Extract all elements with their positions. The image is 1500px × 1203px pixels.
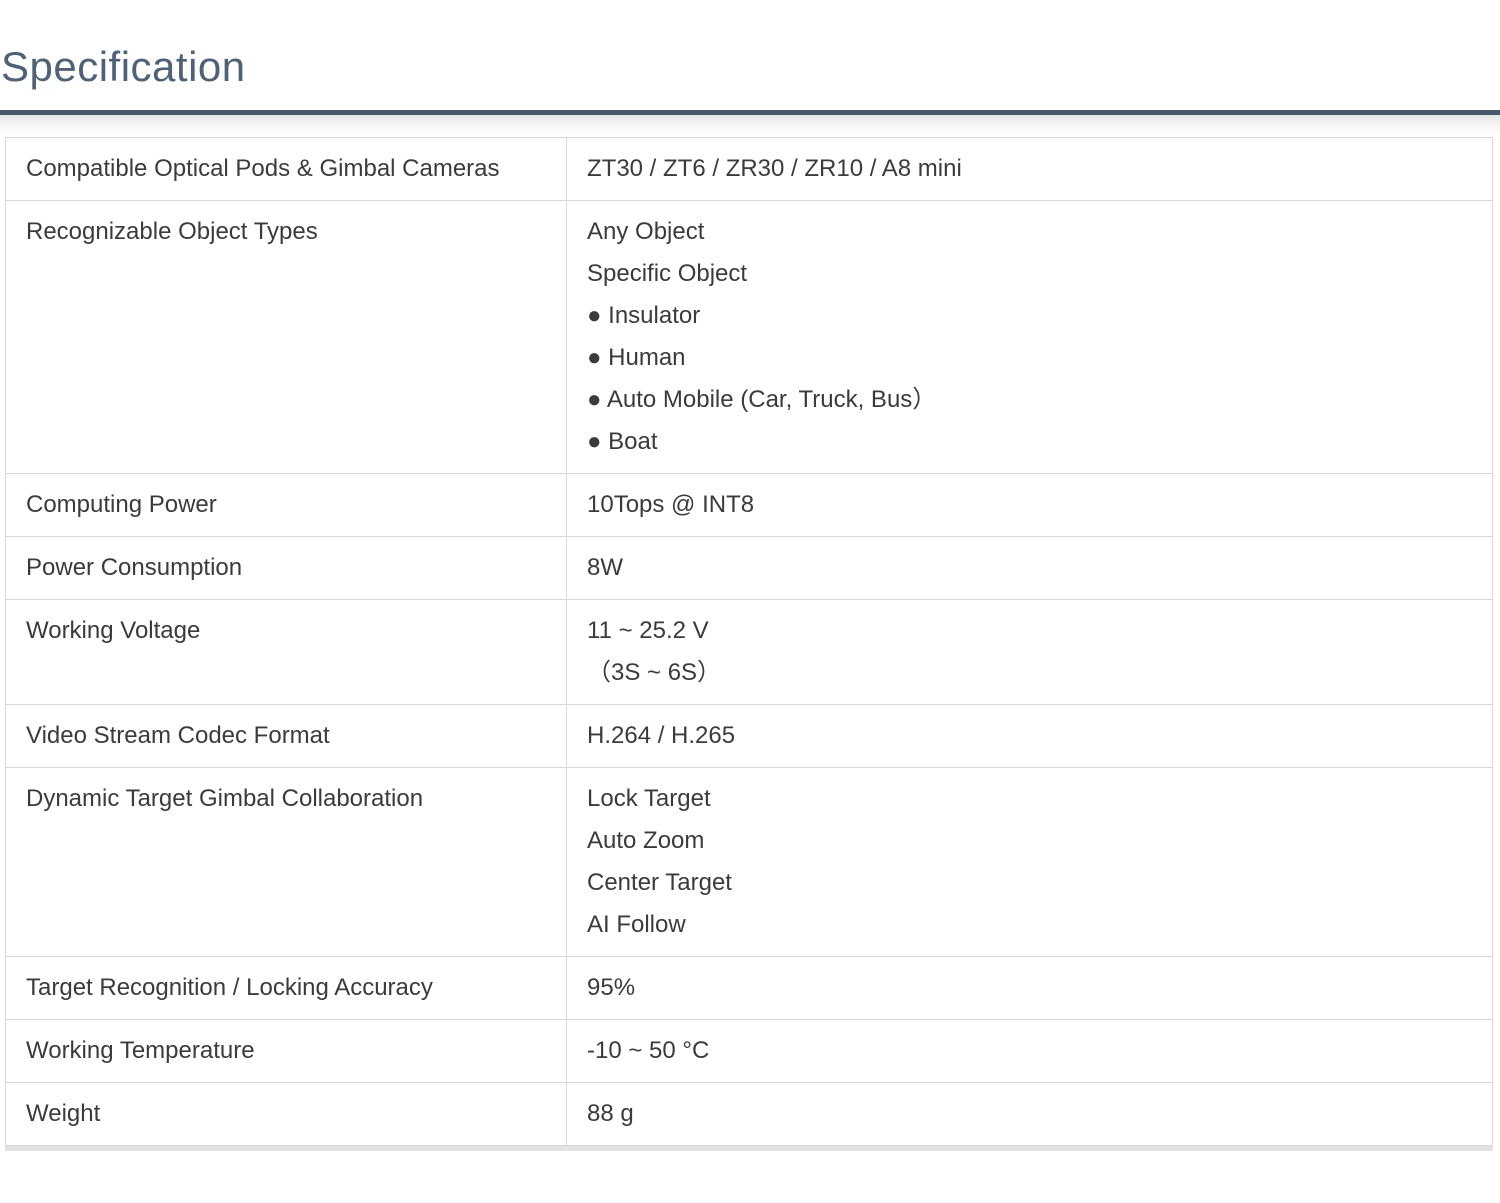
spec-value-line: Specific Object <box>587 260 748 287</box>
table-row: Video Stream Codec Format H.264 / H.265 <box>5 704 1493 768</box>
specification-table-body: Compatible Optical Pods & Gimbal Cameras… <box>5 137 1493 1146</box>
spec-value: 88 g <box>566 1082 1493 1146</box>
table-row: Computing Power 10Tops @ INT8 <box>5 473 1493 537</box>
spec-value: Any Object Specific Object ● Insulator ● Hu… <box>566 200 1493 474</box>
table-row: Working Temperature -10 ~ 50 °C <box>5 1019 1493 1083</box>
spec-value: 10Tops @ INT8 <box>566 473 1493 537</box>
spec-value: H.264 / H.265 <box>566 704 1493 768</box>
table-row: Compatible Optical Pods & Gimbal Cameras… <box>5 137 1493 201</box>
spec-value-line: Center Target <box>587 869 732 896</box>
table-row: Weight 88 g <box>5 1082 1493 1146</box>
spec-label: Video Stream Codec Format <box>5 704 567 768</box>
spec-value: 11 ~ 25.2 V （3S ~ 6S） <box>566 599 1493 705</box>
spec-value-line: Lock Target <box>587 785 711 812</box>
spec-value: 8W <box>566 536 1493 600</box>
spec-label: Compatible Optical Pods & Gimbal Cameras <box>5 137 567 201</box>
table-row: Dynamic Target Gimbal Collaboration Lock … <box>5 767 1493 957</box>
specification-page: Specification Compatible Optical Pods & … <box>0 43 1500 1146</box>
page-title: Specification <box>1 43 246 90</box>
table-row: Target Recognition / Locking Accuracy 95% <box>5 956 1493 1020</box>
spec-label: Weight <box>5 1082 567 1146</box>
spec-value: -10 ~ 50 °C <box>566 1019 1493 1083</box>
table-row: Recognizable Object Types Any Object Speci… <box>5 200 1493 474</box>
spec-value: Lock Target Auto Zoom Center Target AI Foll… <box>566 767 1493 957</box>
spec-label: Working Temperature <box>5 1019 567 1083</box>
spec-value-line: 95% <box>587 974 636 1001</box>
spec-label: Recognizable Object Types <box>5 200 567 474</box>
specification-table: Compatible Optical Pods & Gimbal Cameras… <box>5 137 1493 1146</box>
spec-value-line: AI Follow <box>587 911 686 938</box>
spec-label: Dynamic Target Gimbal Collaboration <box>5 767 567 957</box>
spec-label: Computing Power <box>5 473 567 537</box>
spec-value-line: H.264 / H.265 <box>587 722 736 749</box>
spec-value-line: ● Human <box>587 344 686 371</box>
spec-value: 95% <box>566 956 1493 1020</box>
spec-value-line: ● Insulator <box>587 302 701 329</box>
spec-value-line: （3S ~ 6S） <box>587 659 722 686</box>
title-underline-shadow <box>0 115 1500 137</box>
spec-value: ZT30 / ZT6 / ZR30 / ZR10 / A8 mini <box>566 137 1493 201</box>
spec-label: Working Voltage <box>5 599 567 705</box>
spec-value-line: 8W <box>587 554 623 581</box>
spec-label: Power Consumption <box>5 536 567 600</box>
spec-value-line: 11 ~ 25.2 V <box>587 617 709 644</box>
title-underline-rule <box>0 110 1500 115</box>
table-row: Working Voltage 11 ~ 25.2 V （3S ~ 6S） <box>5 599 1493 705</box>
spec-value-line: Auto Zoom <box>587 827 705 854</box>
spec-value-line: 88 g <box>587 1100 634 1127</box>
table-row: Power Consumption 8W <box>5 536 1493 600</box>
spec-value-line: Any Object <box>587 218 705 245</box>
spec-value-line: ● Auto Mobile (Car, Truck, Bus） <box>587 386 937 413</box>
spec-value-line: ● Boat <box>587 428 658 455</box>
spec-value-line: -10 ~ 50 °C <box>587 1037 710 1064</box>
spec-label: Target Recognition / Locking Accuracy <box>5 956 567 1020</box>
spec-value-line: 10Tops @ INT8 <box>587 491 755 518</box>
spec-value-line: ZT30 / ZT6 / ZR30 / ZR10 / A8 mini <box>587 155 962 182</box>
